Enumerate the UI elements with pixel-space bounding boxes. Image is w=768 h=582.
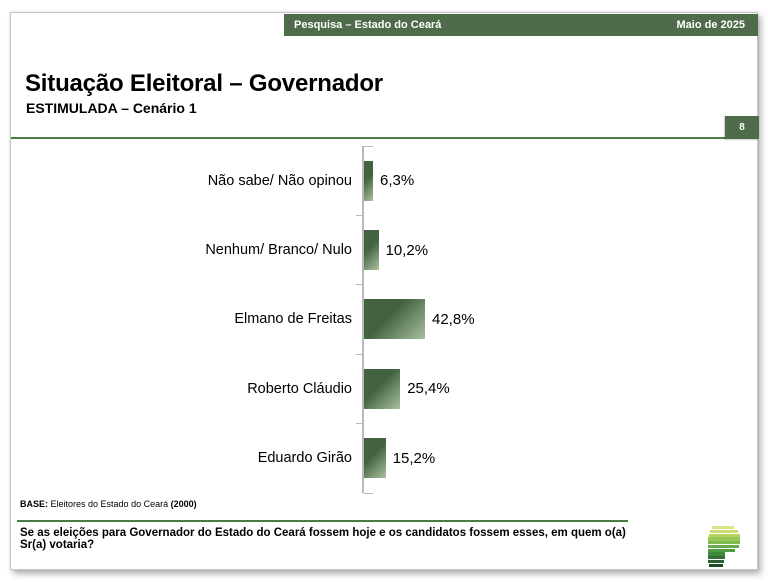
chart-row: Roberto Cláudio 25,4% — [11, 354, 759, 423]
logo-stripe — [710, 529, 738, 533]
slide: Pesquisa – Estado do Ceará Maio de 2025 … — [10, 12, 759, 570]
base-text: Eleitores do Estado do Ceará — [48, 499, 171, 509]
category-label: Não sabe/ Não opinou — [207, 172, 352, 189]
logo-stripe — [708, 552, 725, 556]
axis-tick — [356, 353, 362, 355]
bar — [364, 160, 373, 201]
logo-stripe — [708, 556, 725, 560]
category-label: Elmano de Freitas — [234, 311, 352, 328]
bar-chart: Não sabe/ Não opinou 6,3% Nenhum/ Branco/ … — [11, 145, 759, 494]
footer-divider — [17, 520, 628, 522]
bar — [364, 230, 379, 271]
logo-stripe — [709, 563, 723, 567]
chart-row: Não sabe/ Não opinou 6,3% — [11, 146, 759, 215]
axis-tick — [356, 423, 362, 425]
header-date: Maio de 2025 — [676, 19, 745, 31]
base-note: BASE: Eleitores do Estado do Ceará (2000… — [20, 499, 197, 509]
logo-stripe — [708, 548, 735, 552]
base-value: (2000) — [170, 499, 197, 509]
logo-stripe — [709, 533, 740, 537]
chart-row: Nenhum/ Branco/ Nulo 10,2% — [11, 215, 759, 284]
axis-tick — [356, 214, 362, 216]
title-divider — [11, 137, 757, 139]
logo-stripe — [708, 541, 740, 545]
survey-question: Se as eleições para Governador do Estado… — [20, 527, 626, 551]
header-bar: Pesquisa – Estado do Ceará Maio de 2025 — [284, 14, 758, 36]
value-label: 25,4% — [407, 380, 450, 398]
logo-stripe — [708, 560, 724, 564]
chart-row: Elmano de Freitas 42,8% — [11, 285, 759, 354]
category-label: Roberto Cláudio — [247, 380, 352, 397]
header-title: Pesquisa – Estado do Ceará — [294, 19, 442, 31]
axis-tick — [364, 492, 373, 494]
value-label: 10,2% — [385, 241, 429, 259]
category-label: Nenhum/ Branco/ Nulo — [205, 242, 352, 259]
category-label: Eduardo Girão — [257, 450, 352, 467]
bar — [364, 299, 425, 340]
page-subtitle: ESTIMULADA – Cenário 1 — [26, 100, 197, 116]
base-label: BASE: — [20, 499, 49, 509]
logo-stripe — [708, 544, 739, 549]
chart-row: Eduardo Girão 15,2% — [11, 424, 759, 493]
logo-stripe — [708, 537, 740, 541]
chart-rows: Não sabe/ Não opinou 6,3% Nenhum/ Branco/ … — [11, 146, 759, 493]
parana-pesquisas-logo — [708, 526, 748, 570]
page-title: Situação Eleitoral – Governador — [25, 70, 383, 97]
bar — [364, 368, 401, 409]
value-label: 42,8% — [432, 310, 475, 328]
page-number-badge: 8 — [725, 116, 759, 139]
value-label: 15,2% — [392, 449, 436, 467]
logo-stripe — [712, 526, 734, 530]
bar — [364, 438, 386, 479]
value-label: 6,3% — [380, 172, 415, 190]
axis-tick — [356, 284, 362, 286]
axis-tick — [364, 145, 373, 147]
chart-axis — [362, 146, 364, 493]
